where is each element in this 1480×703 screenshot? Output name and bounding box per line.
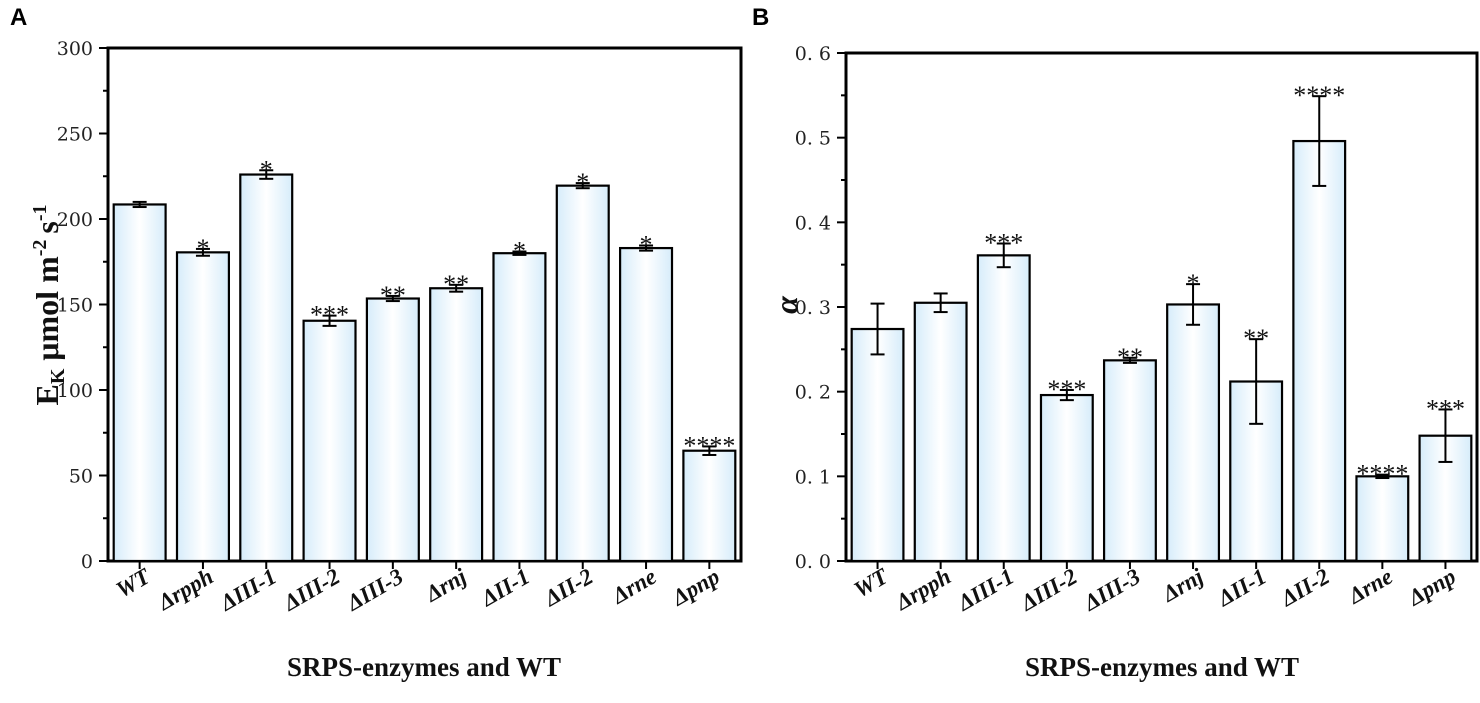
panel-b-significance-label: *** <box>1047 375 1086 404</box>
panel-a-bar <box>429 287 484 563</box>
panel-a-x-axis-label: SRPS-enzymes and WT <box>287 652 561 682</box>
panel-b-bar <box>976 254 1031 563</box>
panel-b-y-tick-label: 0. 4 <box>795 212 831 234</box>
panel-b-x-tick-label: ΔIII-3 <box>1079 564 1145 616</box>
panel-b-significance-label: *** <box>1426 394 1465 423</box>
panel-b-chart: B 0. 00. 10. 20. 30. 40. 50. 6WT Δrpph***… <box>752 4 1479 682</box>
panel-a-y-tick-label: 0 <box>81 551 93 573</box>
panel-a-significance-label: * <box>576 168 589 197</box>
panel-b-y-tick-label: 0. 0 <box>795 551 831 573</box>
panel-a-bar <box>365 297 420 563</box>
panel-a-ylabel-unit: μmol m <box>29 256 65 361</box>
panel-a-x-tick-label: Δpnp <box>667 564 724 611</box>
panel-b-bar <box>1039 393 1094 563</box>
panel-b-plot: 0. 00. 10. 20. 30. 40. 50. 6WT Δrpph***ΔI… <box>795 43 1479 616</box>
panel-a-x-tick-label: Δrpph <box>153 564 218 616</box>
panel-a-ylabel-exp2: -1 <box>29 204 51 221</box>
panel-a-significance-label: * <box>196 234 209 263</box>
panel-b-significance-label: **** <box>1356 460 1408 489</box>
panel-a-bar <box>302 319 357 563</box>
panel-a-significance-label: ** <box>443 270 469 299</box>
panel-b-x-tick-label: ΔII-2 <box>1276 564 1334 612</box>
panel-a-ylabel-sub: K <box>47 368 69 384</box>
panel-a-y-tick-label: 150 <box>57 295 93 317</box>
panel-b-x-tick-label: WT <box>850 563 893 602</box>
panel-a-x-tick-label: ΔII-2 <box>539 564 597 612</box>
panel-a-bar <box>682 449 737 563</box>
panel-b-x-tick-label: Δrnj <box>1157 563 1208 607</box>
panel-b-y-tick-label: 0. 6 <box>795 43 831 65</box>
panel-a-y-tick-label: 250 <box>57 124 93 146</box>
panel-a-y-tick-label: 300 <box>57 38 93 60</box>
panel-a-significance-label: * <box>513 236 526 265</box>
panel-b-x-tick-label: ΔIII-2 <box>1016 564 1082 616</box>
panel-b-bar <box>850 327 905 563</box>
panel-a-bar <box>492 252 547 563</box>
panel-b-bar <box>1355 475 1410 563</box>
panel-a-ylabel-exp1: -2 <box>29 240 51 257</box>
panel-b-x-axis-label: SRPS-enzymes and WT <box>1025 652 1299 682</box>
panel-b-y-tick-label: 0. 2 <box>795 382 831 404</box>
panel-a-bar <box>112 203 167 563</box>
panel-a-ylabel-s: s <box>29 221 65 233</box>
panel-a-significance-label: * <box>640 231 653 260</box>
panel-a-significance-label: ** <box>380 281 406 310</box>
panel-b-letter: B <box>752 4 769 31</box>
panel-a-chart: A 050100150200250300WT*Δrpph*ΔIII-1***ΔI… <box>10 4 743 682</box>
panel-a-bar <box>175 251 231 563</box>
panel-a-bar <box>618 246 674 563</box>
panel-a-y-tick-label: 200 <box>57 209 93 231</box>
panel-b-y-tick-label: 0. 1 <box>795 466 831 488</box>
panel-a-x-tick-label: ΔII-1 <box>476 564 534 612</box>
panel-a-y-axis-label: EKμmol m-2 s-1 <box>29 204 69 405</box>
panel-a-x-tick-label: Δrnj <box>420 563 471 607</box>
panel-b-bar <box>1166 303 1221 563</box>
panel-b-x-tick-label: Δrpph <box>891 564 956 616</box>
panel-a-y-tick-label: 50 <box>69 466 93 488</box>
panel-a-ylabel-main: E <box>29 384 65 405</box>
panel-b-significance-label: ** <box>1243 324 1269 353</box>
panel-a-x-tick-label: ΔIII-2 <box>278 564 344 616</box>
panel-a-letter: A <box>10 4 27 31</box>
panel-b-significance-label: ** <box>1117 343 1143 372</box>
panel-a-y-tick-label: 100 <box>57 380 93 402</box>
panel-b-x-tick-label: ΔIII-1 <box>953 564 1019 616</box>
panel-b-x-tick-label: ΔII-1 <box>1213 564 1271 612</box>
panel-a-bar <box>239 173 294 563</box>
panel-a-significance-label: **** <box>683 431 735 460</box>
panel-a-x-tick-label: ΔIII-3 <box>342 564 408 616</box>
panel-a-significance-label: *** <box>310 301 349 330</box>
panel-b-bar <box>913 301 968 563</box>
panel-b-significance-label: * <box>1187 269 1200 298</box>
panel-a-significance-label: * <box>260 155 273 184</box>
panel-a-bar <box>555 184 610 563</box>
panel-b-bar <box>1292 139 1347 563</box>
panel-a-plot: 050100150200250300WT*Δrpph*ΔIII-1***ΔIII… <box>57 38 743 616</box>
panel-a-x-tick-label: Δrne <box>607 564 661 609</box>
panel-b-x-tick-label: Δpnp <box>1403 564 1460 611</box>
panel-b-bar <box>1102 359 1157 563</box>
panel-b-y-axis-label: α <box>768 295 804 314</box>
panel-b-x-tick-label: Δrne <box>1343 564 1397 609</box>
panel-b-significance-label: *** <box>984 229 1023 258</box>
panel-a-x-tick-label: ΔIII-1 <box>215 564 281 616</box>
panel-b-significance-label: **** <box>1293 81 1345 110</box>
panel-b-y-tick-label: 0. 3 <box>795 297 831 319</box>
panel-b-y-tick-label: 0. 5 <box>795 128 831 150</box>
panel-a-x-tick-label: WT <box>112 563 155 602</box>
